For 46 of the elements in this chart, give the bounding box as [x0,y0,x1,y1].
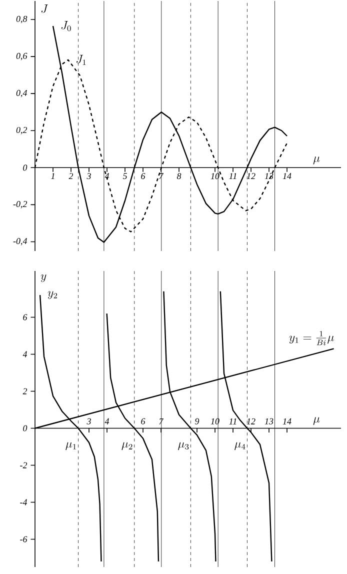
y-tick-label: 0,4 [16,90,28,98]
series-label: $J_0$ [61,21,71,32]
series-label: $y_2$ [48,291,58,299]
x-tick-label: 10 [210,173,220,180]
y-tick-label: 4 [22,351,28,358]
x-tick-label: 6 [141,173,146,180]
x-tick-label: 14 [282,173,292,180]
x-tick-label: 4 [104,418,110,424]
y-tick-label: -4 [20,499,28,506]
y-tick-label: -2 [20,462,28,468]
y-tick-label: 0,6 [16,52,28,60]
x-tick-label: 11 [229,418,236,424]
x-tick-label: 9 [195,418,200,424]
x-tick-label: 2 [68,173,74,180]
x-tick-label: 10 [210,418,220,424]
x-axis-title: $\mu$ [313,156,320,164]
x-tick-label: 5 [122,173,127,180]
y-tick-label: 2 [22,388,28,394]
x-tick-label: 6 [141,418,146,424]
y-tick-label: 0 [23,425,28,432]
annotation: $\mu_2$ [122,442,132,450]
x-axis-title: $\mu$ [313,417,320,425]
y-axis-title: $y$ [40,274,46,282]
y-tick-label: -0,2 [13,201,28,208]
y-tick-label: -6 [20,536,28,542]
x-tick-label: 3 [86,418,91,424]
x-tick-label: 14 [282,418,292,424]
x-tick-label: 8 [176,173,182,180]
x-tick-label: 12 [246,418,256,424]
annotation: $\mu_3$ [178,442,189,450]
annotation: $\mu_1$ [66,442,76,450]
x-tick-label: 12 [246,173,256,180]
x-tick-label: 13 [264,418,274,424]
y-tick-label: -0,4 [13,238,28,246]
x-tick-label: 3 [86,173,91,180]
y-tick-label: 0 [23,164,28,171]
y-tick-label: 0,8 [16,16,28,24]
x-tick-label: 11 [229,173,236,180]
x-tick-label: 1 [51,173,54,180]
y-tick-label: 0,2 [16,126,28,134]
y-axis-title: $J$ [41,4,48,13]
series-label: $J_1$ [76,54,86,65]
annotation: $\mu_4$ [234,442,246,450]
y-tick-label: 6 [23,314,28,320]
series-label: $y_1=\frac{1}{Bi}\mu$ [289,331,334,346]
x-tick-label: 13 [264,173,274,180]
